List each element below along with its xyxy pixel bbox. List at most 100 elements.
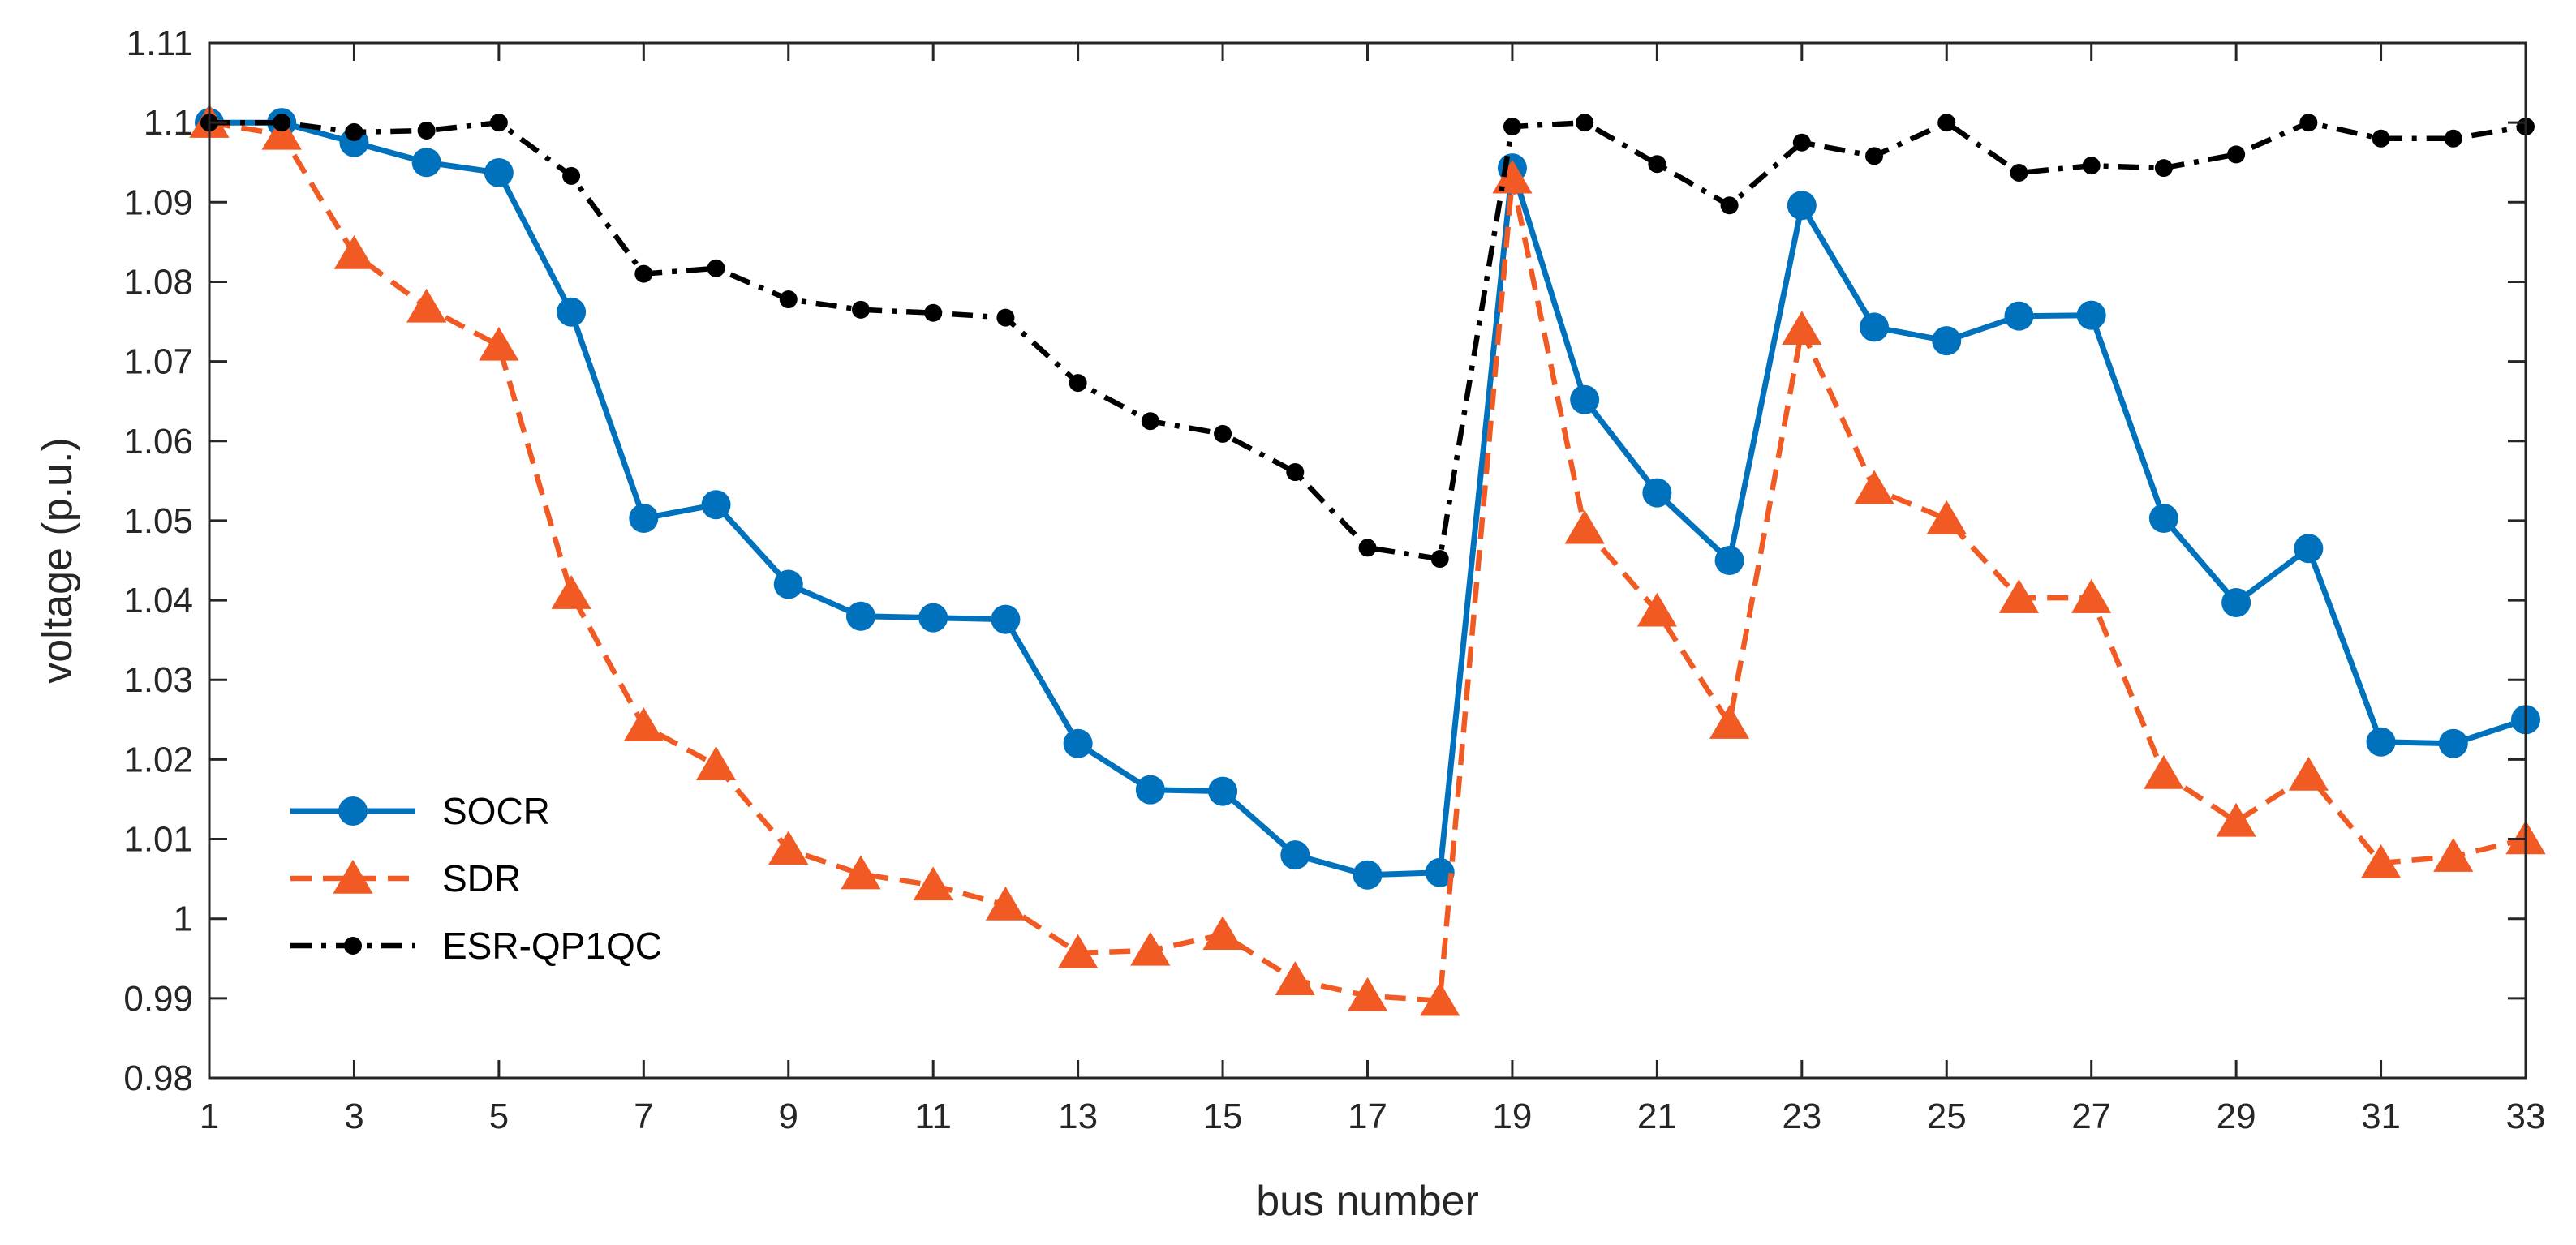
x-tick-label: 29: [2217, 1097, 2256, 1136]
data-point-socr: [484, 157, 514, 187]
data-point-sdr: [261, 115, 302, 150]
data-point-esr-qp1qc: [779, 290, 798, 309]
series-sdr: [189, 104, 2546, 1016]
x-tick-label: 5: [489, 1097, 509, 1136]
data-point-socr: [629, 503, 659, 533]
y-tick-label: 1.06: [123, 422, 193, 462]
y-tick-label: 1.01: [123, 820, 193, 860]
data-point-esr-qp1qc: [2299, 114, 2318, 132]
series-layer: [189, 104, 2546, 1016]
data-point-esr-qp1qc: [1576, 114, 1594, 132]
data-point-sdr: [479, 326, 519, 361]
data-point-socr: [918, 603, 948, 633]
data-point-esr-qp1qc: [1792, 133, 1811, 152]
y-tick-label: 1.07: [123, 342, 193, 382]
y-tick-label: 1.11: [127, 24, 193, 63]
data-point-sdr: [695, 746, 737, 780]
x-tick-label: 31: [2361, 1097, 2401, 1136]
data-point-esr-qp1qc: [1937, 114, 1956, 132]
x-tick-label: 27: [2071, 1097, 2111, 1136]
data-point-socr: [1135, 775, 1165, 805]
data-point-esr-qp1qc: [2227, 145, 2246, 164]
data-point-socr: [1353, 860, 1383, 890]
data-point-sdr: [1492, 159, 1533, 194]
data-point-esr-qp1qc: [1214, 424, 1232, 443]
x-tick-label: 3: [344, 1097, 363, 1136]
data-point-esr-qp1qc: [707, 259, 725, 277]
data-point-socr: [1425, 857, 1455, 887]
data-point-sdr: [1564, 509, 1605, 544]
x-tick-label: 23: [1782, 1097, 1821, 1136]
data-point-sdr: [1202, 916, 1243, 951]
data-point-sdr: [2071, 579, 2112, 613]
y-tick-label: 1: [174, 899, 193, 939]
data-point-sdr: [1275, 961, 1315, 995]
y-tick-label: 1.03: [123, 660, 193, 700]
data-point-sdr: [2433, 838, 2474, 872]
data-point-sdr: [768, 831, 809, 865]
data-point-socr: [1642, 478, 1672, 508]
data-point-esr-qp1qc: [1865, 147, 1884, 165]
data-point-esr-qp1qc: [1358, 539, 1377, 557]
data-point-sdr: [1998, 579, 2040, 613]
data-point-esr-qp1qc: [1430, 550, 1449, 569]
x-tick-label: 11: [914, 1097, 952, 1136]
data-point-sdr: [1709, 705, 1750, 739]
data-point-socr: [2076, 300, 2106, 330]
data-point-esr-qp1qc: [2372, 129, 2390, 148]
data-point-esr-qp1qc: [2010, 163, 2028, 182]
legend-marker-socr: [338, 796, 368, 826]
data-point-socr: [2366, 727, 2396, 757]
y-tick-label: 1.04: [123, 581, 193, 620]
x-tick-label: 9: [779, 1097, 798, 1136]
x-tick-label: 19: [1492, 1097, 1532, 1136]
data-point-socr: [773, 569, 803, 599]
legend-marker-esr-qp1qc: [344, 937, 362, 955]
data-point-esr-qp1qc: [273, 114, 291, 132]
data-point-esr-qp1qc: [2082, 157, 2101, 175]
data-point-sdr: [1347, 977, 1388, 1011]
data-point-sdr: [2360, 844, 2402, 878]
data-point-sdr: [551, 575, 591, 609]
data-point-socr: [2294, 534, 2324, 564]
legend-entry-esr-qp1qc: ESR-QP1QC: [290, 925, 662, 967]
data-point-socr: [1063, 728, 1093, 758]
data-point-esr-qp1qc: [562, 166, 581, 185]
data-point-esr-qp1qc: [1648, 155, 1666, 174]
data-point-socr: [1714, 546, 1744, 575]
data-point-socr: [2221, 588, 2251, 618]
data-point-sdr: [2288, 756, 2329, 791]
data-point-esr-qp1qc: [996, 308, 1015, 327]
legend-label-socr: SOCR: [442, 790, 550, 832]
x-tick-label: 33: [2506, 1097, 2546, 1136]
data-point-socr: [1208, 776, 1238, 806]
data-point-socr: [2438, 728, 2468, 758]
data-point-esr-qp1qc: [1720, 196, 1739, 215]
data-point-sdr: [1636, 592, 1678, 627]
y-tick-label: 1.05: [123, 501, 193, 541]
data-point-socr: [1860, 312, 1890, 342]
data-point-esr-qp1qc: [489, 114, 508, 132]
data-point-sdr: [913, 866, 953, 901]
legend-entry-socr: SOCR: [290, 790, 550, 832]
data-point-esr-qp1qc: [1503, 118, 1521, 136]
data-point-socr: [991, 604, 1021, 634]
data-point-sdr: [1926, 500, 1967, 534]
data-point-socr: [1570, 384, 1600, 414]
data-point-socr: [411, 148, 441, 178]
legend-label-esr-qp1qc: ESR-QP1QC: [442, 925, 662, 967]
data-point-esr-qp1qc: [634, 264, 653, 283]
y-tick-label: 0.99: [123, 979, 193, 1019]
series-line-esr-qp1qc: [209, 119, 2527, 562]
y-tick-label: 1.08: [123, 262, 193, 302]
data-point-esr-qp1qc: [1141, 412, 1159, 431]
legend-marker-sdr: [333, 859, 373, 894]
data-point-socr: [2148, 503, 2178, 533]
x-tick-label: 7: [634, 1097, 653, 1136]
ticks-layer: 1 3 5 7 9 11 13 15 17 19 21 23 25 27 29 31 330.980.9911.…: [123, 24, 2545, 1136]
data-point-esr-qp1qc: [2444, 129, 2462, 148]
legend-entry-sdr: SDR: [290, 857, 521, 899]
y-tick-label: 0.98: [123, 1058, 193, 1098]
y-tick-label: 1.02: [123, 740, 193, 779]
